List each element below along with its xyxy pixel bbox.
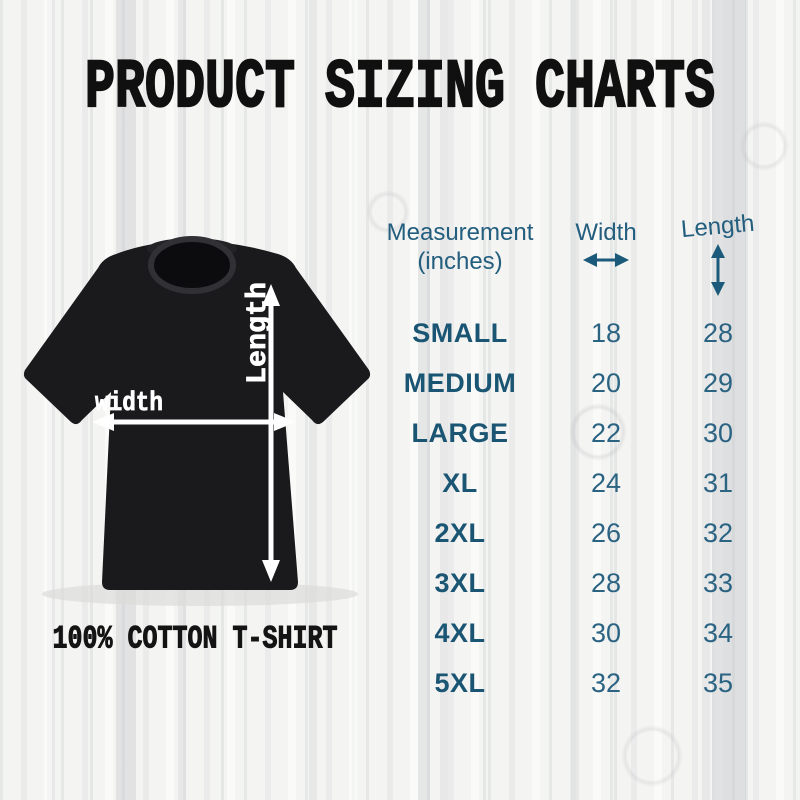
size-label: XL	[442, 467, 478, 498]
size-label: SMALL	[412, 317, 508, 348]
length-value: 35	[702, 667, 734, 698]
product-caption: 100% COTTON T-SHIRT	[52, 619, 338, 658]
size-label: 2XL	[434, 517, 486, 548]
width-value: 26	[590, 517, 622, 548]
size-label: 3XL	[434, 567, 486, 598]
size-label: MEDIUM	[403, 367, 517, 398]
table-row: LARGE 22 30	[370, 408, 782, 458]
length-arrow-icon	[711, 244, 725, 296]
column-header-measurement: Measurement (inches)	[370, 210, 550, 308]
measurement-header-line2: (inches)	[417, 248, 503, 275]
table-row: 3XL 28 33	[370, 558, 782, 608]
column-header-length: Length	[662, 210, 774, 308]
width-arrow-icon	[583, 253, 629, 267]
tshirt-image: width Length	[23, 236, 371, 606]
table-row: MEDIUM 20 29	[370, 358, 782, 408]
size-label: LARGE	[411, 417, 509, 448]
page-title: PRODUCT SIZING CHARTS	[84, 48, 716, 129]
table-row: XL 24 31	[370, 458, 782, 508]
tshirt-figure: width Length	[15, 232, 375, 612]
length-value: 32	[702, 517, 734, 548]
width-value: 20	[590, 367, 622, 398]
width-arrow-label: width	[95, 389, 163, 419]
width-value: 30	[590, 617, 622, 648]
length-arrow-label: Length	[243, 282, 274, 384]
tshirt-body	[23, 241, 371, 590]
length-value: 28	[702, 317, 734, 348]
measurement-header-line1: Measurement	[386, 219, 534, 246]
width-value: 18	[590, 317, 622, 348]
length-measure-arrow	[262, 284, 280, 582]
table-header-row: Measurement (inches) Width Length	[370, 210, 782, 308]
length-value: 29	[702, 367, 734, 398]
width-header-label: Width	[575, 219, 637, 246]
size-table: Measurement (inches) Width Length	[370, 210, 782, 708]
size-label: 4XL	[434, 617, 486, 648]
table-row: SMALL 18 28	[370, 308, 782, 358]
length-header-label: Length	[680, 209, 756, 244]
width-measure-arrow	[92, 413, 296, 431]
length-value: 33	[702, 567, 734, 598]
size-label: 5XL	[434, 667, 486, 698]
length-value: 30	[702, 417, 734, 448]
length-value: 31	[702, 467, 734, 498]
table-row: 2XL 26 32	[370, 508, 782, 558]
width-value: 24	[590, 467, 622, 498]
collar-icon	[148, 236, 236, 294]
table-row: 4XL 30 34	[370, 608, 782, 658]
column-header-width: Width	[550, 210, 662, 308]
table-row: 5XL 32 35	[370, 658, 782, 708]
width-value: 22	[590, 417, 622, 448]
length-value: 34	[702, 617, 734, 648]
width-value: 32	[590, 667, 622, 698]
width-value: 28	[590, 567, 622, 598]
